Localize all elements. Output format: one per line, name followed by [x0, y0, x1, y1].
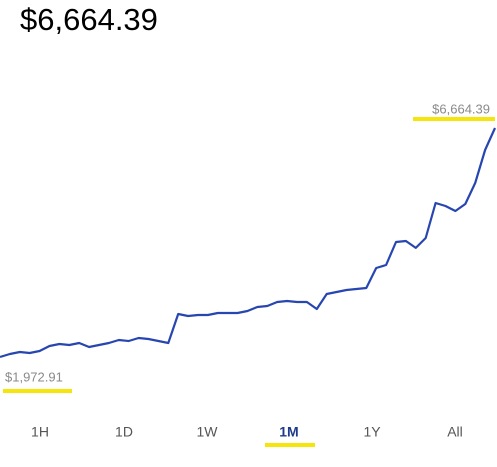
price-line	[0, 127, 497, 359]
price-header: $6,664.39	[20, 2, 158, 37]
tab[interactable]: 1W	[197, 424, 219, 440]
tab[interactable]: 1M	[279, 424, 298, 440]
tab[interactable]: All	[447, 424, 463, 440]
tab[interactable]: 1H	[31, 424, 49, 440]
tabs: 1H 1D 1W 1M 1Y All	[31, 424, 463, 447]
high-label: $6,664.39	[432, 101, 490, 116]
tab[interactable]: 1D	[115, 424, 133, 440]
tab[interactable]: 1Y	[363, 424, 381, 440]
chart: $6,664.39 $1,972.91	[0, 101, 497, 393]
low-label: $1,972.91	[5, 369, 63, 384]
